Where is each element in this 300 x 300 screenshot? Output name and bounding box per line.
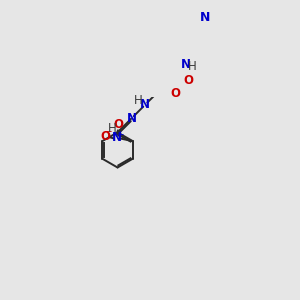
Text: N: N — [200, 11, 210, 24]
Text: N: N — [112, 131, 122, 144]
Text: −: − — [104, 127, 113, 137]
Text: H: H — [134, 94, 143, 107]
Text: O: O — [114, 118, 124, 131]
Text: H: H — [188, 60, 196, 73]
Text: +: + — [116, 130, 124, 139]
Text: N: N — [127, 112, 137, 125]
Text: O: O — [170, 87, 180, 100]
Text: O: O — [100, 130, 110, 143]
Text: N: N — [140, 98, 150, 111]
Text: N: N — [181, 58, 191, 70]
Text: O: O — [184, 74, 194, 87]
Text: H: H — [108, 122, 116, 135]
